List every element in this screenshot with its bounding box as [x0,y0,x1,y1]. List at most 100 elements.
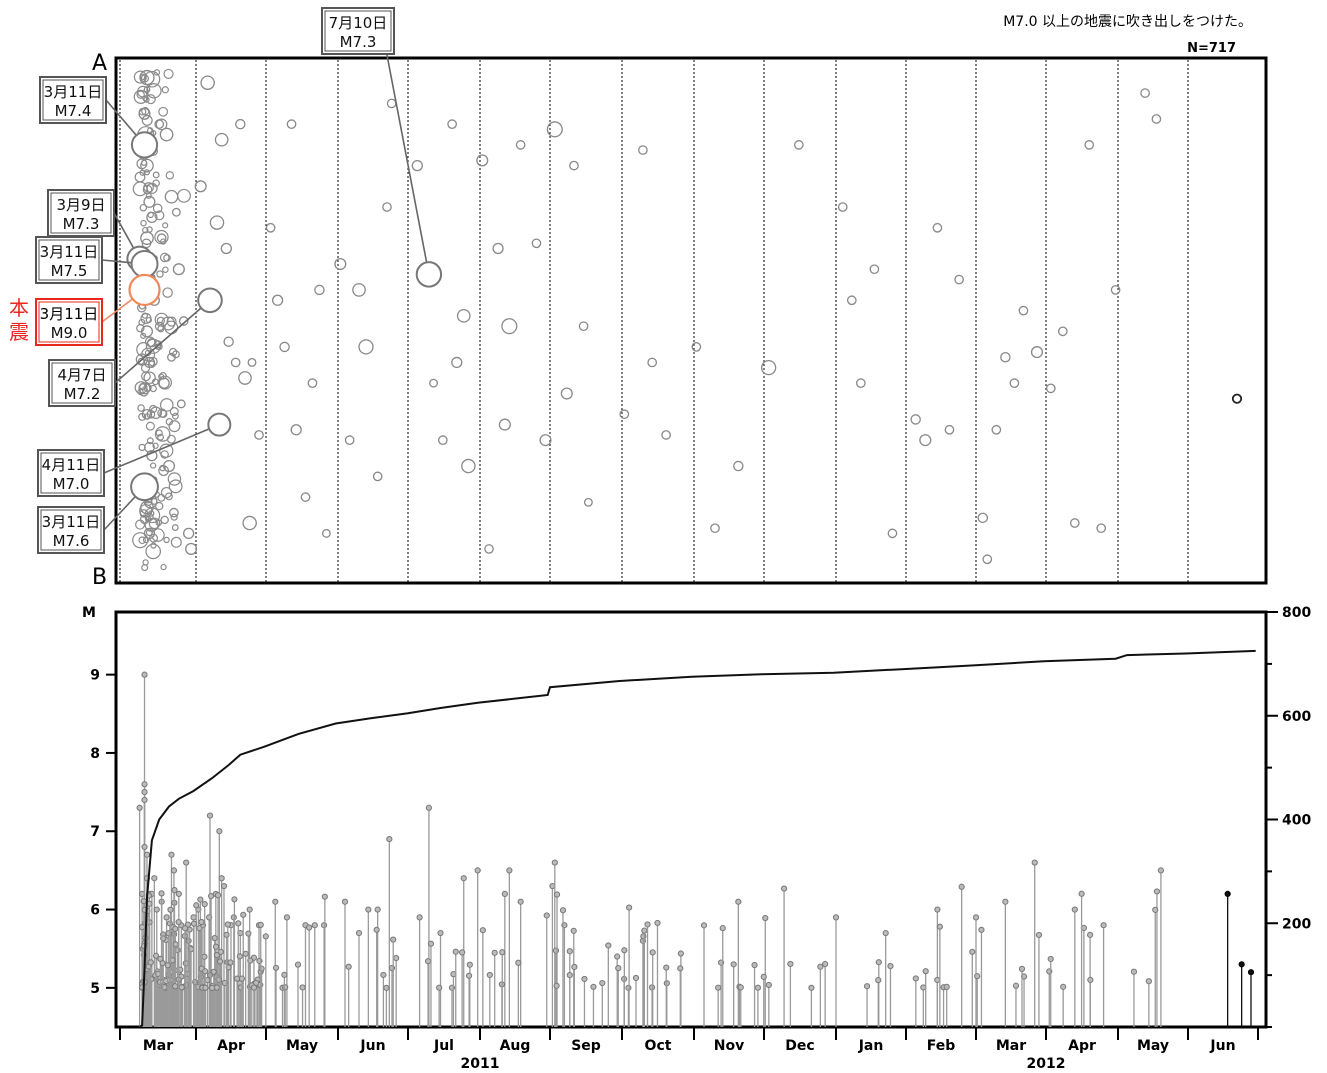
callout-box-inner [42,79,104,121]
callout-date-text: 3月11日 [40,305,99,323]
magnitude-stem-head [201,953,208,960]
magnitude-stem-head [615,964,622,972]
earthquake-point [760,359,777,376]
earthquake-point [501,318,518,335]
aftershock-point [150,462,157,469]
magnitude-stem-head [380,971,387,979]
magnitude-stem-head [817,963,824,970]
magnitude-stem-head [936,923,943,930]
magnitude-stem-head [373,926,380,933]
magnitude-stem-head [1087,976,1094,984]
earthquake-point [982,554,993,565]
callout-date-text: 7月10日 [329,14,388,32]
earthquake-point [242,515,257,531]
magnitude-stem-head [231,896,238,903]
earthquake-point [578,321,589,332]
magnitude-time-axes: 5 6 7 8 9 200 400 600 800 Mar Apr May Jun Jul Aug Sep Oc… [90,605,1311,1072]
magnitude-stem-head [887,962,894,970]
earthquake-point [1069,518,1080,528]
magnitude-stem-head [172,925,179,932]
earthquake-point [977,512,989,524]
magnitude-stem-head [355,929,363,937]
earthquake-point [1057,326,1068,337]
magnitude-stem-head [553,982,560,989]
magnitude-stem-head [969,948,976,955]
earthquake-point [143,195,156,208]
magnitude-stem-head [386,835,393,843]
magnitude-stem-head [822,960,829,968]
magnitude-stem-head [875,977,882,984]
earthquake-point [944,424,955,435]
magnitude-stem-head [474,867,481,874]
magnitude-stem-head [1247,969,1255,976]
magnitude-stem-head [183,859,190,866]
earthquake-point [539,434,552,447]
magnitude-stem-head [181,925,189,932]
magnitude-stem-head [153,906,160,913]
aftershock-point [139,383,147,391]
earthquake-point [279,341,290,353]
magnitude-stem-head [1018,965,1026,972]
aftershock-point [159,398,174,412]
magnitude-stem-head [143,851,151,858]
aftershock-point [163,254,171,262]
aftershock-point [152,442,159,449]
earthquake-point [171,207,181,217]
earthquake-point [307,378,318,389]
magnitude-stem-head [167,906,174,913]
aftershock-point [146,437,154,445]
aftershock-point [137,404,145,412]
month-label: Jun [359,1038,385,1054]
aftershock-point [155,118,168,131]
earthquake-point [382,202,392,212]
callout-box [48,359,116,407]
aftershock-point [149,404,158,414]
earthquake-point [230,357,241,368]
earthquake-point [991,424,1002,435]
large-quake-callouts: 7月10日M7.33月11日M7.43月9日M7.33月11日M7.53月11日… [9,7,443,554]
y2-tick-label: 400 [1282,813,1311,829]
magnitude-stem-head [242,950,249,957]
magnitude-stem-head [566,948,573,955]
earthquake-point [182,527,195,540]
aftershock-point [171,524,179,531]
magnitude-stem-head [141,843,148,851]
aftershock-point [143,169,150,176]
earthquake-point [138,107,151,120]
earthquake-point [837,202,848,212]
aftershock-point [136,90,145,99]
month-gridlines [119,60,1189,582]
magnitude-stem-head [141,671,148,678]
aftershock-point [140,363,151,373]
aftershock-point [143,70,161,88]
earthquake-point [194,180,207,193]
magnitude-stem-head [978,926,985,933]
callout-magnitude-text: M7.2 [64,385,101,403]
aftershock-point [136,342,152,358]
axis-end-b-label: B [92,565,107,590]
year-label: 2011 [461,1056,500,1072]
magnitude-stem-head [754,984,762,991]
earthquake-point [461,458,476,474]
earthquake-point [456,308,471,323]
magnitude-stem-head [715,984,722,991]
magnitude-stem-head [506,867,513,874]
y-tick-label: 9 [90,668,100,684]
aftershock-point [154,426,171,442]
magnitude-stem-head [452,948,459,955]
earthquake-point [220,242,232,255]
earthquake-point [869,264,880,275]
callout-quake-circle [128,273,161,307]
earthquake-point [344,435,355,445]
aftershock-point [135,519,146,530]
magnitude-stem-head [427,940,435,947]
magnitude-stem-head [178,984,185,991]
earthquake-point [247,357,257,367]
callout-box-inner [324,10,392,52]
earthquake-point [793,140,804,150]
callout-leader-line [386,53,430,275]
aftershock-point [157,408,167,418]
callout-box [35,236,103,284]
y2-tick-label: 200 [1282,916,1311,932]
callout-leader-line [114,299,211,384]
